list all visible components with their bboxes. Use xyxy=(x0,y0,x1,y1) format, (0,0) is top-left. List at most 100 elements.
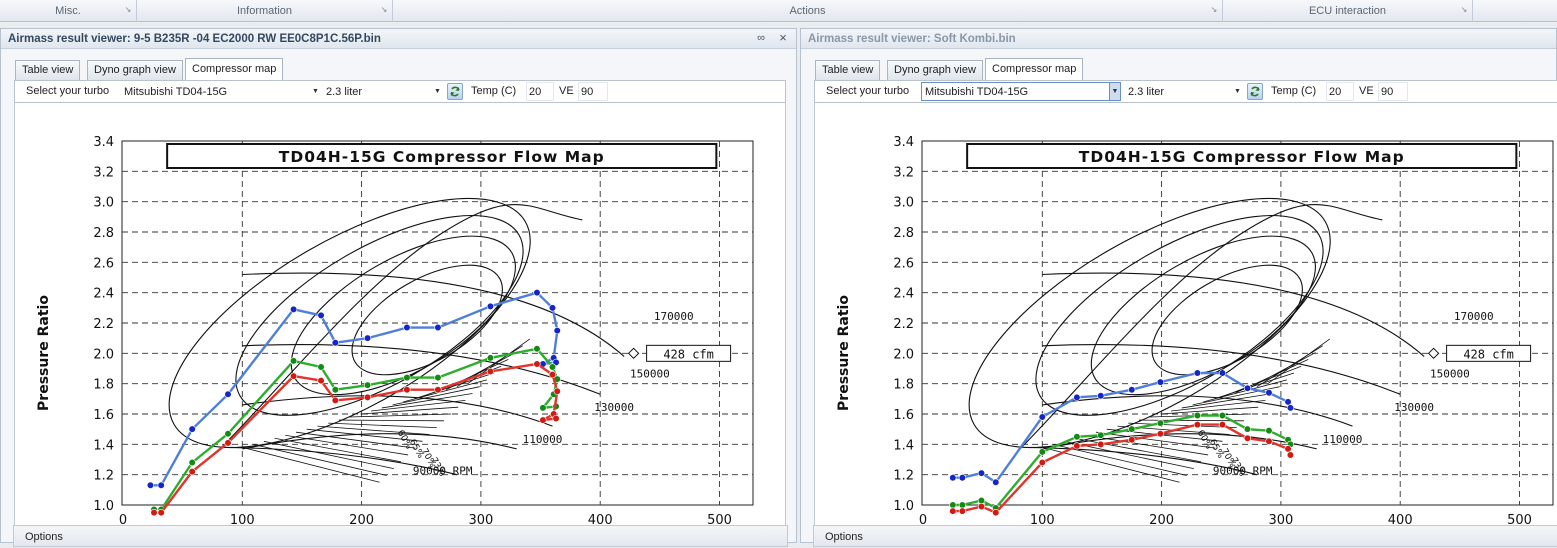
data-point xyxy=(1193,421,1201,429)
data-point xyxy=(188,468,196,476)
x-tick-label: 200 xyxy=(349,513,374,528)
y-tick-label: 1.8 xyxy=(93,378,114,393)
turbo-select-value: Mitsubishi TD04-15G xyxy=(124,86,228,98)
ve-input[interactable]: 90 xyxy=(1378,82,1408,101)
data-point xyxy=(548,304,557,312)
data-point xyxy=(1038,458,1046,467)
map-title-box xyxy=(166,143,718,169)
map-hatch-line xyxy=(360,406,459,415)
options-bar[interactable]: Options xyxy=(813,525,1557,547)
select-turbo-label: Select your turbo xyxy=(826,85,910,97)
data-point xyxy=(1128,386,1136,394)
data-point xyxy=(1265,427,1273,435)
data-point xyxy=(539,404,547,412)
turbo-select-value: Mitsubishi TD04-15G xyxy=(925,86,1029,98)
map-hatch-line xyxy=(242,446,380,483)
map-hatch-line xyxy=(317,425,430,435)
tab-table-view[interactable]: Table view xyxy=(815,60,881,80)
x-tick-label: 100 xyxy=(230,513,255,528)
choke-marker-icon xyxy=(627,347,640,360)
y-tick-label: 3.4 xyxy=(93,135,114,150)
choke-label: 428 cfm xyxy=(663,347,714,361)
map-hatch-line xyxy=(274,437,402,463)
speed-label: 110000 xyxy=(1323,433,1363,446)
speed-label: 170000 xyxy=(654,310,694,323)
ribbon-group-actions[interactable]: Actions ↘ xyxy=(393,0,1223,22)
data-point xyxy=(1243,434,1252,442)
ribbon-group-ecu-interaction[interactable]: ECU interaction ↘ xyxy=(1223,0,1473,22)
tab-dyno-graph-view[interactable]: Dyno graph view xyxy=(87,60,183,80)
data-point xyxy=(533,360,541,368)
y-tick-label: 2.2 xyxy=(93,317,114,332)
dialog-launcher-icon[interactable]: ↘ xyxy=(1460,5,1468,14)
speed-label: 150000 xyxy=(630,368,670,381)
map-hatch-line xyxy=(295,431,416,449)
ribbon-group-misc[interactable]: Misc. ↘ xyxy=(0,0,137,22)
ribbon-bar: Misc. ↘ Information ↘ Actions ↘ ECU inte… xyxy=(0,0,1557,22)
chevron-down-icon[interactable]: ▼ xyxy=(312,88,319,95)
data-point xyxy=(363,393,372,401)
y-tick-label: 1.6 xyxy=(893,408,914,423)
data-point xyxy=(146,481,155,489)
map-hatch-line xyxy=(1267,338,1331,384)
choke-label: 428 cfm xyxy=(1463,347,1514,361)
compressor-map-svg: 1.0 1.2 1.4 1.6 1.8 2.0 2.2 2.4 2.6 2.8 3.0 3.2 3.4 0… xyxy=(36,135,754,541)
dialog-launcher-icon[interactable]: ↘ xyxy=(1210,5,1218,14)
data-point xyxy=(188,425,196,433)
y-tick-label: 2.0 xyxy=(93,347,114,362)
select-turbo-label: Select your turbo xyxy=(26,85,110,97)
data-point xyxy=(1218,421,1227,429)
map-hatch-line xyxy=(328,422,437,429)
tab-table-view[interactable]: Table view xyxy=(15,60,81,80)
tab-dyno-graph-view[interactable]: Dyno graph view xyxy=(887,60,983,80)
y-tick-label: 1.2 xyxy=(893,469,914,484)
data-point xyxy=(1284,398,1292,406)
refresh-button[interactable] xyxy=(1247,83,1263,100)
map-hatch-line xyxy=(1052,443,1187,476)
chevron-down-icon[interactable]: ▼ xyxy=(434,88,441,95)
data-point xyxy=(553,326,561,335)
ribbon-group-information[interactable]: Information ↘ xyxy=(137,0,393,22)
data-point xyxy=(434,374,442,382)
refresh-button[interactable] xyxy=(447,83,463,100)
tab-compressor-map[interactable]: Compressor map xyxy=(185,58,284,80)
x-tick-label: 0 xyxy=(119,513,127,528)
y-tick-label: 2.8 xyxy=(93,226,114,241)
map-hatch-line xyxy=(1128,422,1237,429)
y-tick-label: 3.4 xyxy=(893,135,914,150)
data-point xyxy=(1156,378,1165,386)
y-tick-label: 1.4 xyxy=(93,438,114,453)
y-tick-label: 1.2 xyxy=(93,469,114,484)
ve-input[interactable]: 90 xyxy=(578,82,608,101)
temp-label: Temp (C) xyxy=(471,85,517,97)
choke-label-box xyxy=(646,344,732,362)
data-point xyxy=(1073,393,1081,401)
turbo-toolbar: Select your turbo Mitsubishi TD04-15G ▼ … xyxy=(14,80,786,103)
engine-size-select[interactable]: 2.3 liter ▼ xyxy=(1124,82,1244,101)
chevron-down-icon[interactable]: ▼ xyxy=(1109,83,1120,100)
data-point xyxy=(188,458,196,467)
speed-label: 130000 xyxy=(1394,401,1434,414)
temp-input[interactable]: 20 xyxy=(1326,82,1354,101)
dialog-launcher-icon[interactable]: ↘ xyxy=(124,5,132,14)
chevron-down-icon[interactable]: ▼ xyxy=(1234,88,1241,95)
close-icon[interactable]: × xyxy=(779,30,787,45)
y-tick-label: 3.0 xyxy=(893,196,914,211)
options-bar[interactable]: Options xyxy=(13,525,788,547)
engine-size-select[interactable]: 2.3 liter ▼ xyxy=(322,82,444,101)
pin-icon[interactable]: ∞ xyxy=(757,32,765,44)
data-point xyxy=(1038,448,1046,456)
y-tick-label: 1.0 xyxy=(93,499,114,514)
temp-input[interactable]: 20 xyxy=(526,82,554,101)
turbo-select[interactable]: Mitsubishi TD04-15G ▼ xyxy=(120,82,322,101)
dialog-launcher-icon[interactable]: ↘ xyxy=(380,5,388,14)
turbo-select[interactable]: Mitsubishi TD04-15G ▼ xyxy=(921,82,1121,101)
data-point xyxy=(331,396,339,404)
data-point xyxy=(224,439,232,447)
data-point xyxy=(224,430,232,438)
speed-line xyxy=(242,272,625,357)
speed-label: 170000 xyxy=(1454,310,1494,323)
y-axis-label: Pressure Ratio xyxy=(36,295,52,411)
tab-compressor-map[interactable]: Compressor map xyxy=(985,58,1084,80)
x-tick-label: 400 xyxy=(588,513,613,528)
